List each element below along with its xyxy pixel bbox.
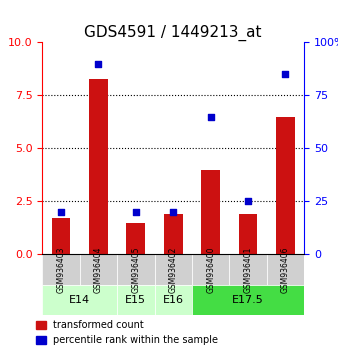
Bar (239, 214, 258, 255)
FancyBboxPatch shape (42, 255, 80, 285)
Bar (126, 223, 145, 255)
Text: E15: E15 (125, 295, 146, 305)
Text: GSM936405: GSM936405 (131, 246, 140, 293)
FancyBboxPatch shape (192, 285, 304, 315)
Point (96, 61, 101, 67)
FancyBboxPatch shape (154, 255, 192, 285)
Text: E14: E14 (69, 295, 90, 305)
Point (133, 209, 139, 215)
FancyBboxPatch shape (117, 285, 154, 315)
Point (208, 114, 213, 120)
Bar (164, 214, 183, 255)
Text: GSM936400: GSM936400 (206, 246, 215, 293)
Bar (89, 79, 108, 255)
FancyBboxPatch shape (42, 285, 117, 315)
Bar (276, 117, 295, 255)
FancyBboxPatch shape (80, 255, 117, 285)
Bar (52, 218, 70, 255)
Text: GSM936402: GSM936402 (169, 246, 178, 293)
Text: GSM936403: GSM936403 (56, 246, 66, 293)
Title: GDS4591 / 1449213_at: GDS4591 / 1449213_at (84, 25, 262, 41)
Point (170, 209, 176, 215)
FancyBboxPatch shape (230, 255, 267, 285)
Text: E16: E16 (163, 295, 184, 305)
Point (245, 199, 251, 204)
Text: GSM936406: GSM936406 (281, 246, 290, 293)
Point (58, 209, 64, 215)
FancyBboxPatch shape (267, 255, 304, 285)
FancyBboxPatch shape (192, 255, 230, 285)
Text: E17.5: E17.5 (232, 295, 264, 305)
Point (283, 72, 288, 77)
FancyBboxPatch shape (154, 285, 192, 315)
Bar (201, 170, 220, 255)
Text: GSM936401: GSM936401 (244, 246, 252, 293)
FancyBboxPatch shape (117, 255, 154, 285)
Legend: transformed count, percentile rank within the sample: transformed count, percentile rank withi… (32, 316, 222, 349)
Text: GSM936404: GSM936404 (94, 246, 103, 293)
